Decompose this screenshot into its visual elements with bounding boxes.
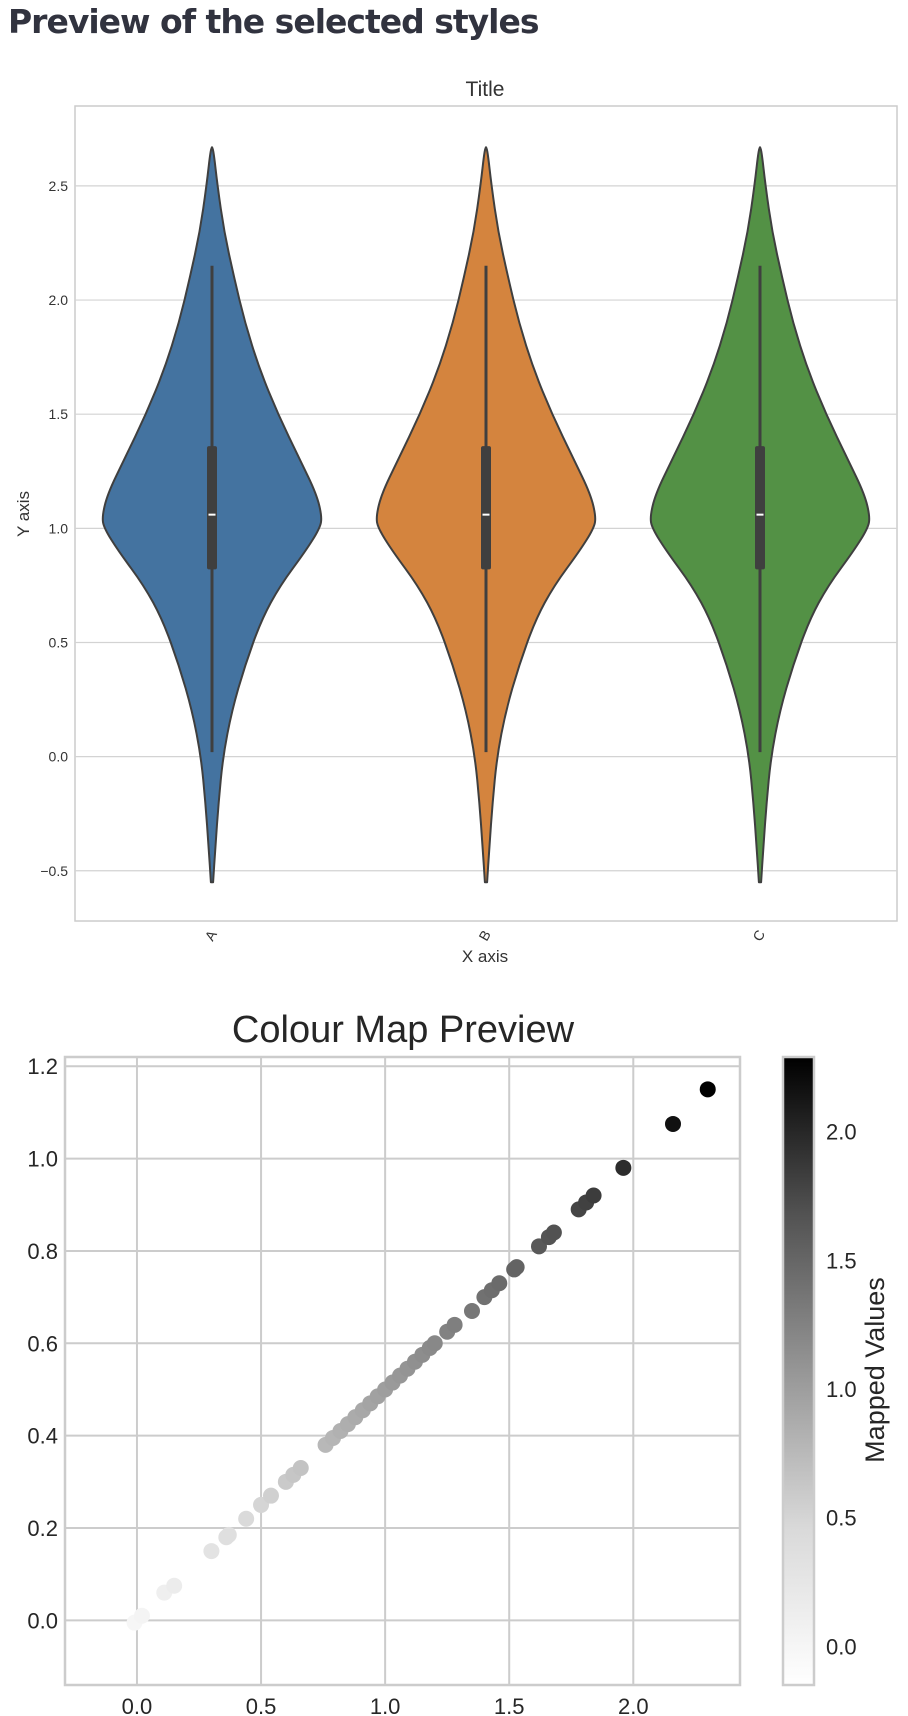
scatter-point [615, 1159, 632, 1176]
scatter-point [133, 1607, 150, 1624]
scatter-point [699, 1081, 716, 1098]
scatter-point [203, 1543, 220, 1560]
scatter-y-tick-label: 0.0 [27, 1608, 58, 1633]
scatter-point [262, 1487, 279, 1504]
page-title: Preview of the selected styles [8, 2, 539, 41]
violin-y-tick-label: 1.0 [49, 520, 69, 536]
scatter-x-tick-label: 0.5 [246, 1694, 277, 1716]
scatter-point [585, 1187, 602, 1204]
scatter-x-tick-label: 2.0 [618, 1694, 649, 1716]
scatter-y-tick-label: 1.0 [27, 1147, 58, 1172]
violin-box [207, 446, 217, 570]
violin-y-tick-label: 0.0 [49, 749, 69, 765]
scatter-title: Colour Map Preview [232, 1009, 575, 1051]
scatter-point [508, 1259, 525, 1276]
scatter-y-tick-label: 0.6 [27, 1331, 58, 1356]
colorbar-tick-label: 1.0 [826, 1377, 857, 1402]
scatter-point [426, 1335, 443, 1352]
scatter-point [292, 1459, 309, 1476]
scatter-y-tick-label: 0.2 [27, 1516, 58, 1541]
scatter-point [545, 1224, 562, 1241]
violin-box [481, 446, 491, 570]
scatter-point [463, 1302, 480, 1319]
scatter-x-tick-label: 0.0 [122, 1694, 153, 1716]
scatter-y-tick-label: 0.8 [27, 1239, 58, 1264]
violin-y-tick-label: −0.5 [40, 863, 68, 879]
scatter-point [166, 1577, 183, 1594]
violin-y-tick-label: 2.5 [49, 178, 69, 194]
scatter-point [446, 1316, 463, 1333]
violin-y-tick-label: 2.0 [49, 292, 69, 308]
violin-x-axis-label: X axis [462, 947, 508, 966]
colorbar-tick-label: 1.5 [826, 1248, 857, 1273]
violin-y-tick-label: 1.5 [49, 406, 69, 422]
violin-title: Title [466, 78, 505, 101]
scatter-x-tick-label: 1.5 [494, 1694, 525, 1716]
scatter-x-tick-label: 1.0 [370, 1694, 401, 1716]
colorbar-label: Mapped Values [860, 1277, 890, 1463]
scatter-point [238, 1510, 255, 1527]
colorbar [781, 1055, 816, 1687]
violin-y-axis-label: Y axis [14, 491, 33, 537]
scatter-y-tick-label: 0.4 [27, 1424, 58, 1449]
violin-box [755, 446, 765, 570]
colorbar-tick-label: 0.0 [826, 1634, 857, 1659]
scatter-point [491, 1275, 508, 1292]
scatter-point [220, 1526, 237, 1543]
scatter-y-tick-label: 1.2 [27, 1054, 58, 1079]
colorbar-tick-label: 0.5 [826, 1506, 857, 1531]
scatter-point [664, 1115, 681, 1132]
colorbar-tick-label: 2.0 [826, 1120, 857, 1145]
violin-y-tick-label: 0.5 [49, 634, 69, 650]
